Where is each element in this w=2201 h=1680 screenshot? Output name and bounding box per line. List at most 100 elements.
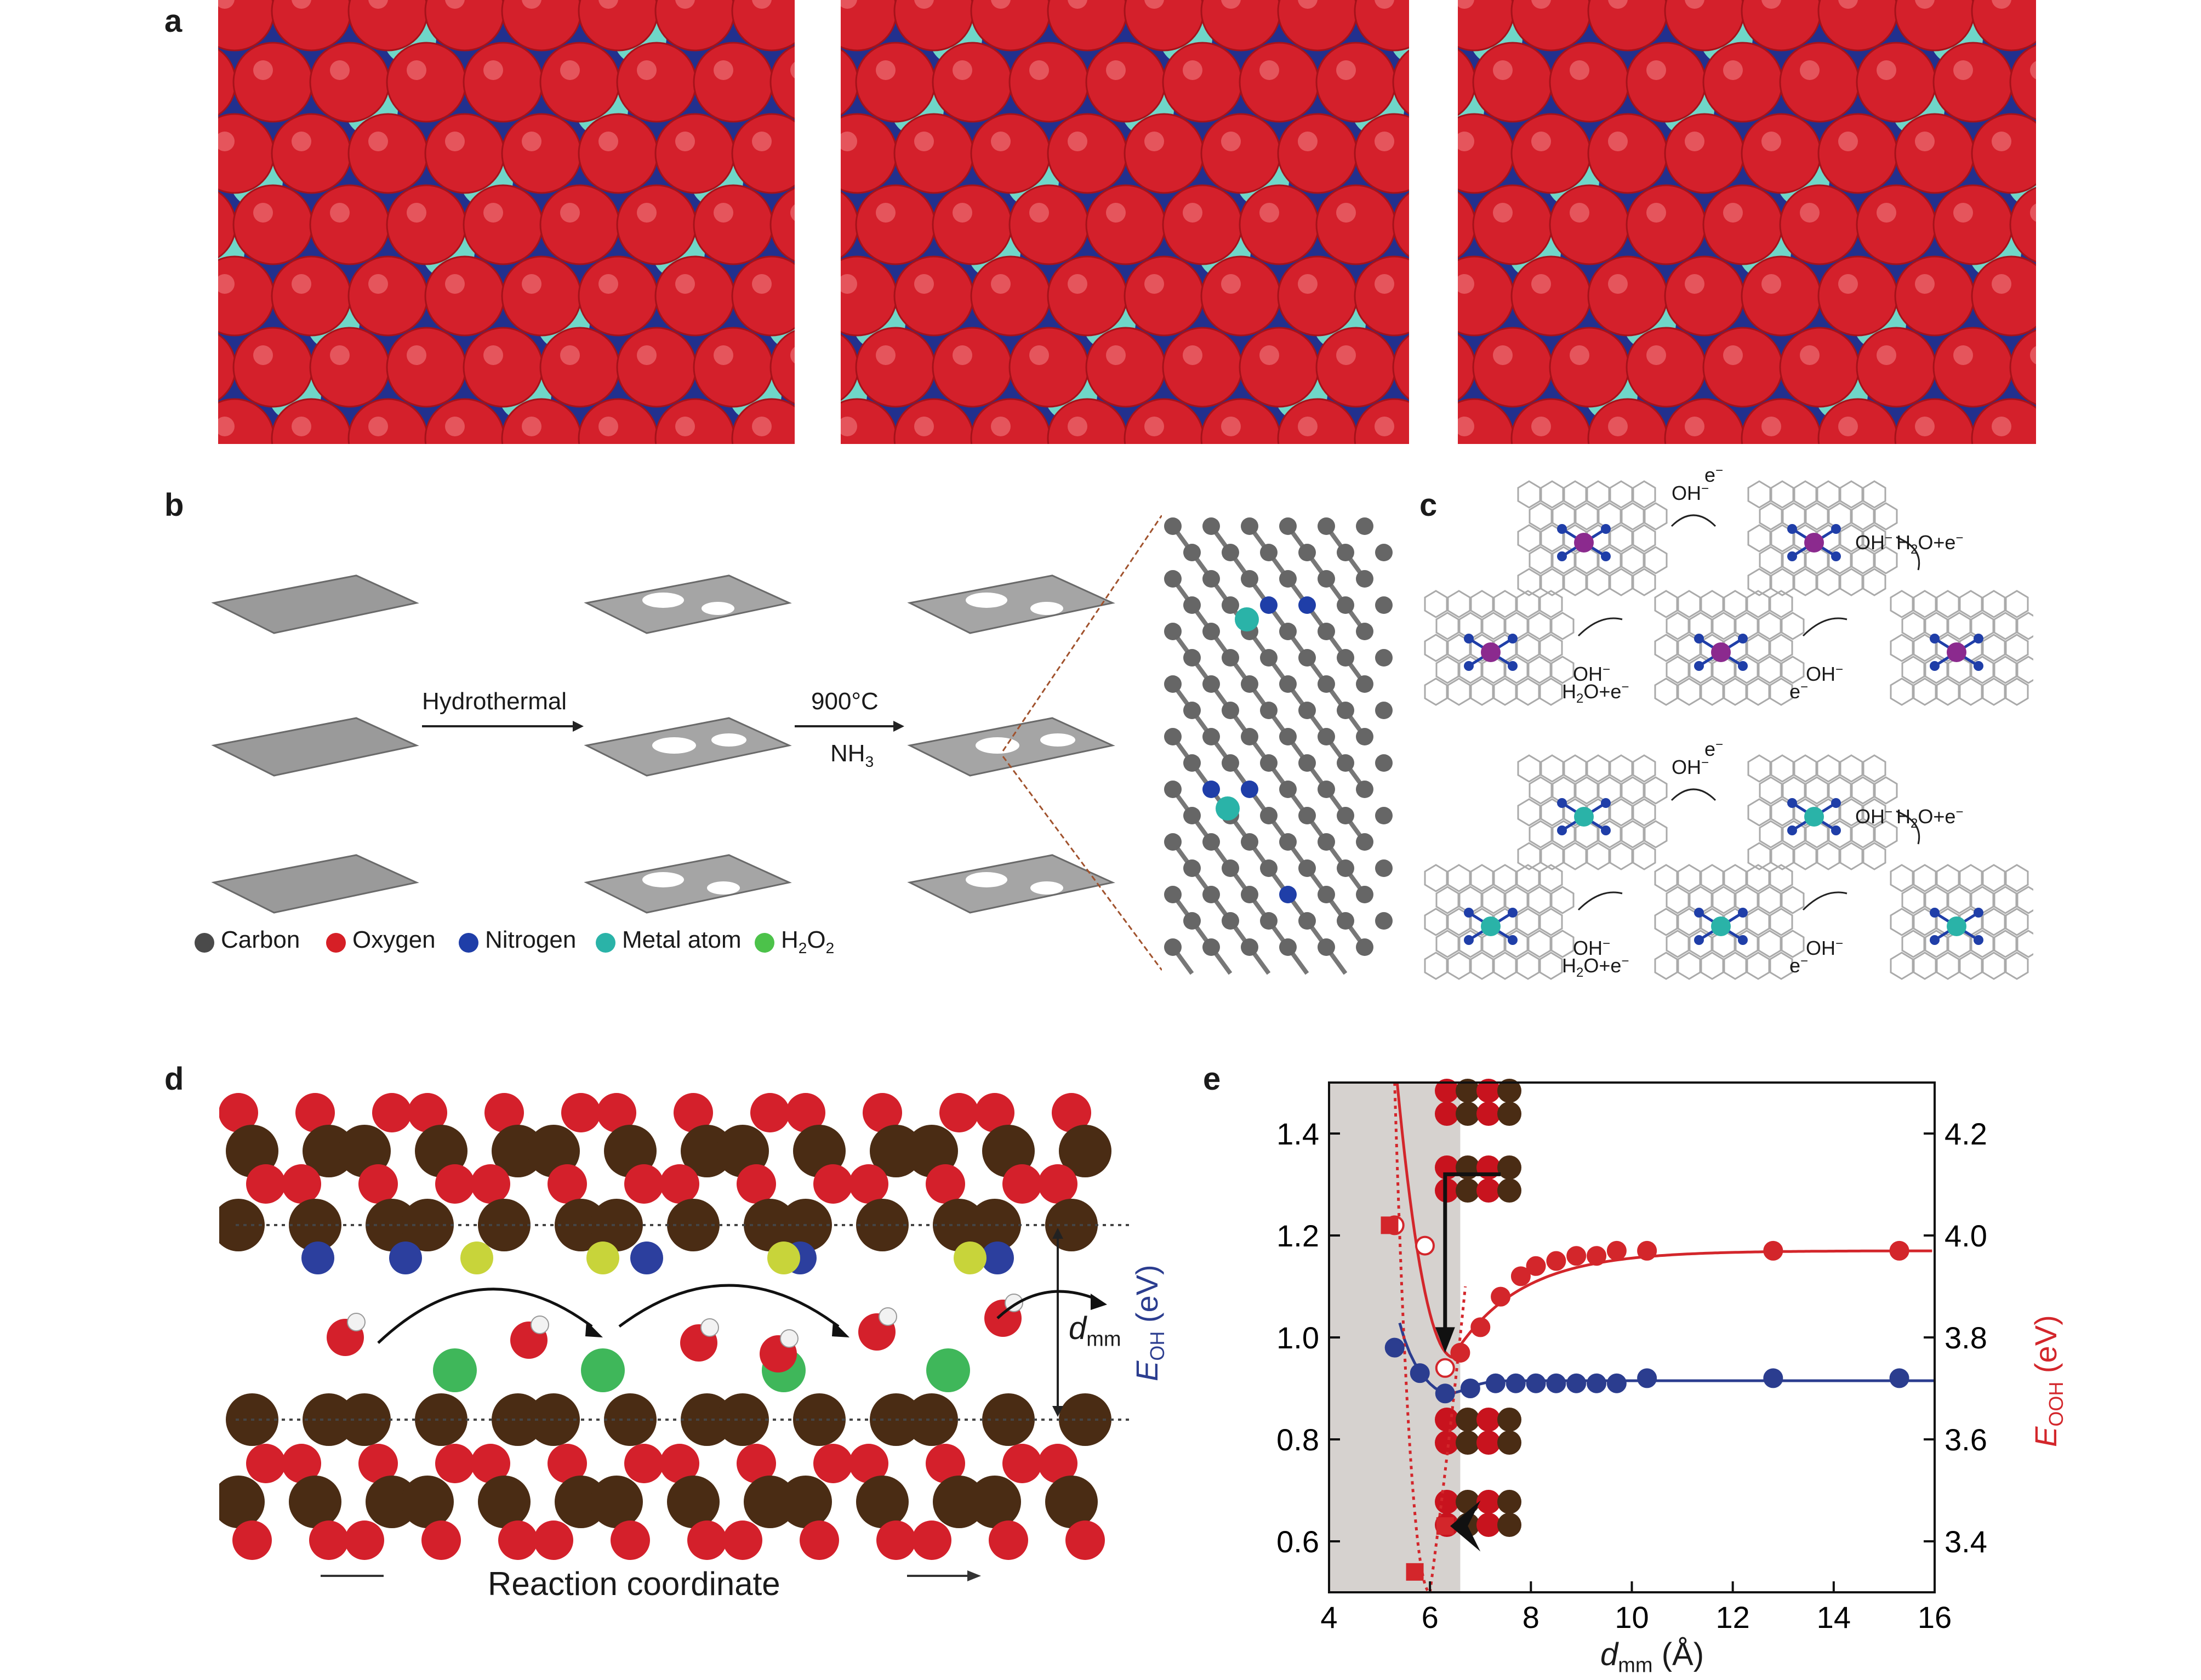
y-axis-left-label: EOH (eV) (1130, 1265, 1169, 1381)
hexagon (2005, 634, 2029, 662)
nitrogen-atom (1260, 596, 1278, 614)
hexagon (1540, 480, 1564, 509)
oxygen-atom (435, 1444, 475, 1483)
inset-atom (1435, 1079, 1459, 1103)
oxygen-atom (1971, 113, 2036, 194)
hexagon (1901, 930, 1925, 958)
label-e-step3-1: e− (1789, 954, 1809, 977)
carbon-atom (1337, 912, 1354, 930)
hexagon (1982, 864, 2006, 892)
label-oh-step3-1: OH− (1806, 936, 1844, 959)
hexagon (1470, 677, 1494, 706)
atom-highlight (1183, 203, 1202, 223)
x-tick-label: 10 (1615, 1600, 1649, 1635)
hexagon (1447, 677, 1471, 706)
hexagon (1913, 634, 1937, 662)
oxygen-atom (358, 1444, 398, 1483)
atom-highlight (1183, 345, 1202, 365)
hexagon (1539, 864, 1563, 892)
atom-highlight (407, 60, 426, 80)
hexagon (1540, 524, 1564, 553)
dmm-label: dmm (1069, 1311, 1121, 1351)
hexagon (1632, 568, 1656, 596)
oxygen-atom (1008, 42, 1090, 123)
hexagon (1609, 480, 1633, 509)
atom-highlight (598, 417, 618, 436)
carbon-atom (1318, 623, 1335, 640)
hexagon (1504, 886, 1529, 914)
hexagon (1970, 656, 1994, 684)
hexagon (1712, 612, 1736, 640)
data-point-oh (1410, 1363, 1430, 1383)
oxygen-atom (1315, 327, 1396, 408)
x-tick-label: 16 (1918, 1600, 1952, 1635)
atom-highlight (522, 132, 541, 151)
label-h2o-step2-0: H2O+e− (1896, 531, 1964, 557)
atom-highlight (1298, 132, 1318, 151)
hexagon (1723, 864, 1747, 892)
atom-highlight (292, 274, 311, 294)
oxygen-atom (1779, 327, 1860, 408)
label-h2o-step4-1: H2O+e− (1562, 954, 1629, 981)
hexagon (1563, 568, 1587, 596)
oxygen-atom (731, 0, 795, 52)
hexagon (1747, 798, 1771, 827)
hexagon (1552, 820, 1576, 848)
oxygen-atom (2009, 329, 2036, 406)
nitrogen-atom (1241, 781, 1258, 798)
inset-atom (1476, 1079, 1501, 1103)
oxygen-atom (1047, 255, 1128, 337)
hexagon (1575, 776, 1599, 805)
atom-highlight (1221, 417, 1241, 436)
atom-highlight (483, 345, 503, 365)
hexagon (1621, 820, 1645, 848)
atom-highlight (1106, 345, 1126, 365)
atom-highlight (1953, 345, 1973, 365)
carbon-atom (1260, 702, 1278, 719)
hexagon (1609, 754, 1633, 783)
oxygen-atom (1626, 184, 1707, 265)
hexagon (1770, 524, 1794, 553)
oxygen-atom (970, 113, 1051, 194)
data-point-oh (1587, 1373, 1607, 1393)
oxygen-atom (939, 1093, 979, 1132)
atom-highlight (560, 345, 580, 365)
nitrogen-atom (1508, 661, 1518, 671)
nitrogen-atom (1738, 935, 1748, 945)
hexagon (1862, 798, 1886, 827)
hexagon (1782, 502, 1806, 531)
atom-highlight (1838, 0, 1858, 9)
carbon-atom (1356, 938, 1373, 956)
nitrogen-atom (1974, 935, 1983, 945)
oxygen-atom (1392, 334, 1409, 400)
graphene-oxide-stack (211, 574, 419, 914)
atom-highlight (368, 0, 388, 9)
arrow-anneal (795, 721, 904, 732)
atom-highlight (1992, 132, 2011, 151)
hexagon (1901, 612, 1925, 640)
hexagon (1435, 656, 1459, 684)
oxygen-atom (1038, 1444, 1077, 1483)
hexagon (1851, 820, 1875, 848)
arrow-to-minimum (1443, 1172, 1501, 1337)
oxygen-atom (471, 1164, 510, 1204)
y-right-tick-label: 3.4 (1945, 1524, 1987, 1559)
carbon-atom (1222, 912, 1239, 930)
inset-atom (1456, 1079, 1480, 1103)
hexagon (1527, 930, 1552, 958)
data-point-oh (1435, 1383, 1455, 1404)
carbon-atom (1337, 859, 1354, 877)
atom-highlight (1298, 0, 1318, 9)
hexagon (2005, 677, 2029, 706)
hexagon (1947, 886, 1971, 914)
metal-atom (219, 1199, 265, 1251)
oxygen-atom (1002, 1164, 1042, 1204)
nitrogen-atom (1694, 661, 1704, 671)
atom-highlight (914, 274, 934, 294)
atom-highlight (714, 203, 733, 223)
metal-atom (401, 1476, 454, 1528)
nitrogen-atom (1974, 908, 1983, 918)
hexagon (1458, 930, 1482, 958)
oxygen-atom (1741, 113, 1822, 194)
inset-atom (1497, 1079, 1521, 1103)
